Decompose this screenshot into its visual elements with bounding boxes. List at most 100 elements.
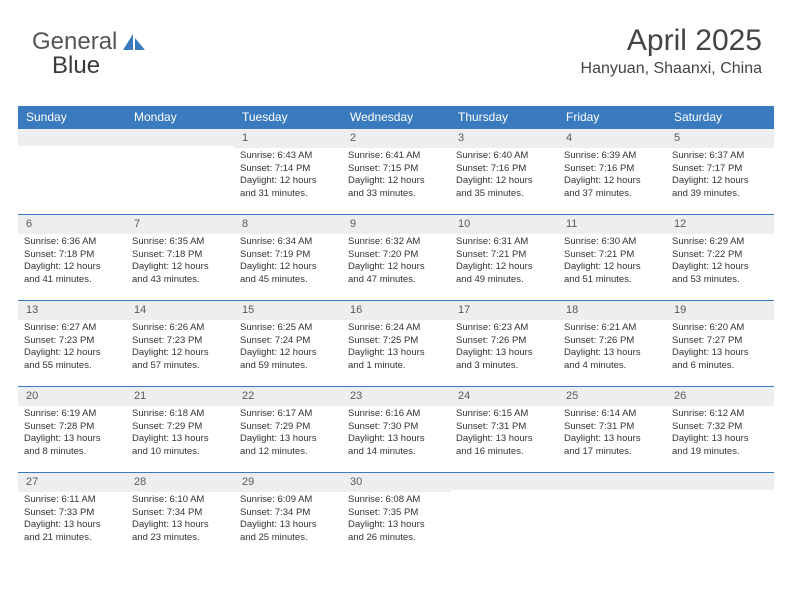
- day-number: 28: [126, 473, 234, 492]
- calendar-grid: SundayMondayTuesdayWednesdayThursdayFrid…: [18, 106, 774, 558]
- day-body: Sunrise: 6:19 AMSunset: 7:28 PMDaylight:…: [18, 406, 126, 463]
- day-number: 10: [450, 215, 558, 234]
- calendar-cell: 8Sunrise: 6:34 AMSunset: 7:19 PMDaylight…: [234, 214, 342, 300]
- day-number: 30: [342, 473, 450, 492]
- calendar-cell: 5Sunrise: 6:37 AMSunset: 7:17 PMDaylight…: [666, 128, 774, 214]
- weekday-header: Saturday: [666, 106, 774, 128]
- day-body: Sunrise: 6:36 AMSunset: 7:18 PMDaylight:…: [18, 234, 126, 291]
- day-number: 29: [234, 473, 342, 492]
- day-number: 9: [342, 215, 450, 234]
- page-title: April 2025 Hanyuan, Shaanxi, China: [581, 24, 762, 78]
- day-number: 13: [18, 301, 126, 320]
- day-body: Sunrise: 6:08 AMSunset: 7:35 PMDaylight:…: [342, 492, 450, 549]
- day-number: 21: [126, 387, 234, 406]
- day-number: 1: [234, 129, 342, 148]
- calendar-cell-empty: [450, 472, 558, 558]
- day-body: Sunrise: 6:23 AMSunset: 7:26 PMDaylight:…: [450, 320, 558, 377]
- calendar-cell: 30Sunrise: 6:08 AMSunset: 7:35 PMDayligh…: [342, 472, 450, 558]
- day-body: Sunrise: 6:43 AMSunset: 7:14 PMDaylight:…: [234, 148, 342, 205]
- day-body: Sunrise: 6:37 AMSunset: 7:17 PMDaylight:…: [666, 148, 774, 205]
- day-number: 2: [342, 129, 450, 148]
- weekday-header: Wednesday: [342, 106, 450, 128]
- day-body: Sunrise: 6:32 AMSunset: 7:20 PMDaylight:…: [342, 234, 450, 291]
- calendar-cell: 16Sunrise: 6:24 AMSunset: 7:25 PMDayligh…: [342, 300, 450, 386]
- calendar-cell: 13Sunrise: 6:27 AMSunset: 7:23 PMDayligh…: [18, 300, 126, 386]
- day-number: 25: [558, 387, 666, 406]
- day-body: Sunrise: 6:15 AMSunset: 7:31 PMDaylight:…: [450, 406, 558, 463]
- day-number: 3: [450, 129, 558, 148]
- calendar-cell: 28Sunrise: 6:10 AMSunset: 7:34 PMDayligh…: [126, 472, 234, 558]
- day-number: 19: [666, 301, 774, 320]
- calendar-cell: 12Sunrise: 6:29 AMSunset: 7:22 PMDayligh…: [666, 214, 774, 300]
- calendar-cell-empty: [558, 472, 666, 558]
- day-body: Sunrise: 6:41 AMSunset: 7:15 PMDaylight:…: [342, 148, 450, 205]
- calendar-cell: 10Sunrise: 6:31 AMSunset: 7:21 PMDayligh…: [450, 214, 558, 300]
- day-body: Sunrise: 6:40 AMSunset: 7:16 PMDaylight:…: [450, 148, 558, 205]
- day-number: 5: [666, 129, 774, 148]
- day-number: 14: [126, 301, 234, 320]
- day-body: Sunrise: 6:09 AMSunset: 7:34 PMDaylight:…: [234, 492, 342, 549]
- day-body: Sunrise: 6:29 AMSunset: 7:22 PMDaylight:…: [666, 234, 774, 291]
- calendar-cell: 19Sunrise: 6:20 AMSunset: 7:27 PMDayligh…: [666, 300, 774, 386]
- calendar-cell: 25Sunrise: 6:14 AMSunset: 7:31 PMDayligh…: [558, 386, 666, 472]
- calendar-cell: 20Sunrise: 6:19 AMSunset: 7:28 PMDayligh…: [18, 386, 126, 472]
- calendar-cell: 21Sunrise: 6:18 AMSunset: 7:29 PMDayligh…: [126, 386, 234, 472]
- day-body: Sunrise: 6:25 AMSunset: 7:24 PMDaylight:…: [234, 320, 342, 377]
- calendar-cell: 6Sunrise: 6:36 AMSunset: 7:18 PMDaylight…: [18, 214, 126, 300]
- title-location: Hanyuan, Shaanxi, China: [581, 60, 762, 78]
- day-number: 7: [126, 215, 234, 234]
- day-number: 8: [234, 215, 342, 234]
- day-number: 17: [450, 301, 558, 320]
- day-number: 16: [342, 301, 450, 320]
- calendar-cell: 18Sunrise: 6:21 AMSunset: 7:26 PMDayligh…: [558, 300, 666, 386]
- calendar-cell: 2Sunrise: 6:41 AMSunset: 7:15 PMDaylight…: [342, 128, 450, 214]
- day-body: Sunrise: 6:30 AMSunset: 7:21 PMDaylight:…: [558, 234, 666, 291]
- day-body: Sunrise: 6:35 AMSunset: 7:18 PMDaylight:…: [126, 234, 234, 291]
- logo-sail-icon: [121, 32, 147, 52]
- weekday-header: Monday: [126, 106, 234, 128]
- day-number: 22: [234, 387, 342, 406]
- day-body: Sunrise: 6:21 AMSunset: 7:26 PMDaylight:…: [558, 320, 666, 377]
- calendar-cell: 15Sunrise: 6:25 AMSunset: 7:24 PMDayligh…: [234, 300, 342, 386]
- calendar-cell: 23Sunrise: 6:16 AMSunset: 7:30 PMDayligh…: [342, 386, 450, 472]
- calendar-cell: 11Sunrise: 6:30 AMSunset: 7:21 PMDayligh…: [558, 214, 666, 300]
- day-number: 27: [18, 473, 126, 492]
- calendar-cell: 9Sunrise: 6:32 AMSunset: 7:20 PMDaylight…: [342, 214, 450, 300]
- day-number: 12: [666, 215, 774, 234]
- weekday-header: Friday: [558, 106, 666, 128]
- calendar-cell: 27Sunrise: 6:11 AMSunset: 7:33 PMDayligh…: [18, 472, 126, 558]
- day-number: 18: [558, 301, 666, 320]
- day-number: 24: [450, 387, 558, 406]
- title-month: April 2025: [581, 24, 762, 58]
- day-number: 11: [558, 215, 666, 234]
- day-body: Sunrise: 6:12 AMSunset: 7:32 PMDaylight:…: [666, 406, 774, 463]
- calendar-cell-empty: [666, 472, 774, 558]
- day-body: Sunrise: 6:11 AMSunset: 7:33 PMDaylight:…: [18, 492, 126, 549]
- day-number: 6: [18, 215, 126, 234]
- day-body: Sunrise: 6:34 AMSunset: 7:19 PMDaylight:…: [234, 234, 342, 291]
- weekday-header: Thursday: [450, 106, 558, 128]
- day-body: Sunrise: 6:17 AMSunset: 7:29 PMDaylight:…: [234, 406, 342, 463]
- day-body: Sunrise: 6:31 AMSunset: 7:21 PMDaylight:…: [450, 234, 558, 291]
- day-number: 20: [18, 387, 126, 406]
- day-number: 23: [342, 387, 450, 406]
- day-body: Sunrise: 6:27 AMSunset: 7:23 PMDaylight:…: [18, 320, 126, 377]
- logo-text-2: Blue: [52, 52, 100, 79]
- calendar-cell: 7Sunrise: 6:35 AMSunset: 7:18 PMDaylight…: [126, 214, 234, 300]
- day-body: Sunrise: 6:16 AMSunset: 7:30 PMDaylight:…: [342, 406, 450, 463]
- calendar-cell: 22Sunrise: 6:17 AMSunset: 7:29 PMDayligh…: [234, 386, 342, 472]
- day-number: 26: [666, 387, 774, 406]
- weekday-header: Sunday: [18, 106, 126, 128]
- calendar-cell: 26Sunrise: 6:12 AMSunset: 7:32 PMDayligh…: [666, 386, 774, 472]
- calendar-cell-empty: [18, 128, 126, 214]
- calendar-cell: 14Sunrise: 6:26 AMSunset: 7:23 PMDayligh…: [126, 300, 234, 386]
- calendar-cell: 17Sunrise: 6:23 AMSunset: 7:26 PMDayligh…: [450, 300, 558, 386]
- day-body: Sunrise: 6:24 AMSunset: 7:25 PMDaylight:…: [342, 320, 450, 377]
- day-body: Sunrise: 6:18 AMSunset: 7:29 PMDaylight:…: [126, 406, 234, 463]
- calendar-cell: 24Sunrise: 6:15 AMSunset: 7:31 PMDayligh…: [450, 386, 558, 472]
- day-body: Sunrise: 6:20 AMSunset: 7:27 PMDaylight:…: [666, 320, 774, 377]
- day-body: Sunrise: 6:14 AMSunset: 7:31 PMDaylight:…: [558, 406, 666, 463]
- day-body: Sunrise: 6:26 AMSunset: 7:23 PMDaylight:…: [126, 320, 234, 377]
- logo-text-2-wrap: Blue: [52, 52, 100, 80]
- day-body: Sunrise: 6:10 AMSunset: 7:34 PMDaylight:…: [126, 492, 234, 549]
